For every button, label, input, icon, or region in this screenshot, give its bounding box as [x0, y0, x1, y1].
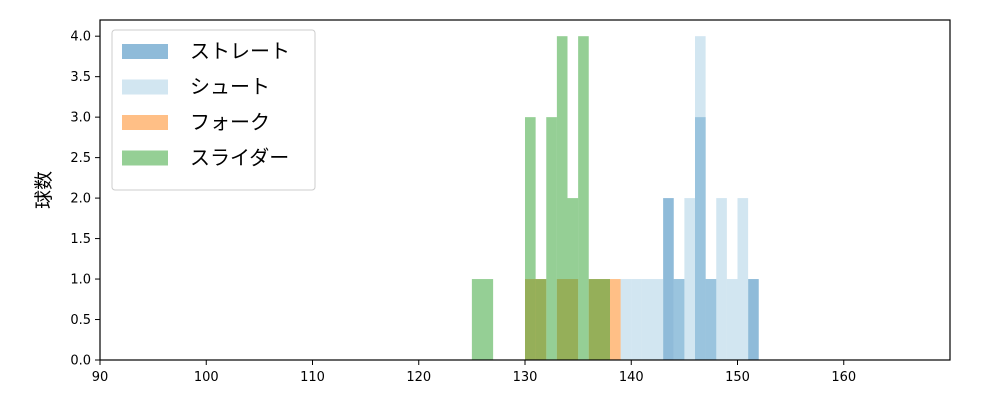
- legend-box: [111, 29, 316, 191]
- x-tick-label: 140: [619, 370, 644, 385]
- bar-4-1: [471, 279, 494, 360]
- y-tick-label: 2.5: [70, 151, 91, 166]
- legend-label: フォーク: [190, 110, 270, 134]
- legend-swatch: [122, 79, 168, 95]
- legend-label: シュート: [190, 75, 270, 99]
- x-tick-label: 110: [300, 370, 325, 385]
- bar-2-9: [716, 198, 727, 360]
- x-tick-label: 120: [406, 370, 431, 385]
- y-axis: 0.0 0.5 1.0 1.5 2.0 2.5 3.0 3.5 4.0: [70, 30, 100, 369]
- x-tick-label: 100: [194, 370, 219, 385]
- bar-3-4: [610, 279, 621, 360]
- bar-4-3: [535, 279, 547, 360]
- bar-2-5: [673, 279, 685, 360]
- legend-swatch: [122, 115, 168, 130]
- y-tick-label: 2.0: [70, 192, 91, 207]
- bar-2-7: [695, 36, 706, 360]
- bars-layer: [471, 36, 759, 361]
- y-tick-label: 3.5: [70, 70, 91, 85]
- bar-1-5: [748, 279, 759, 360]
- x-axis: 90 100 110 120 130 140 150 160: [92, 360, 856, 385]
- bar-2-1: [620, 279, 632, 360]
- y-tick-label: 1.0: [70, 273, 91, 288]
- x-tick-label: 150: [725, 370, 750, 385]
- bar-4-2: [525, 117, 536, 361]
- bar-1-1: [663, 198, 674, 360]
- bar-2-8: [705, 279, 717, 360]
- legend-swatch: [122, 150, 168, 166]
- y-tick-label: 4.0: [70, 30, 91, 45]
- y-tick-label: 0.5: [70, 313, 91, 328]
- bar-4-8: [588, 279, 610, 360]
- legend-swatch: [122, 44, 168, 59]
- y-tick-label: 3.0: [70, 111, 91, 126]
- bar-2-6: [684, 198, 695, 360]
- x-tick-label: 130: [513, 370, 538, 385]
- bar-2-11: [737, 198, 749, 360]
- y-tick-label: 0.0: [70, 354, 91, 369]
- bar-4-5: [556, 36, 568, 360]
- legend-label: ストレート: [190, 39, 290, 63]
- legend-label: スライダー: [190, 146, 289, 170]
- y-axis-label: 球数: [33, 171, 55, 209]
- x-tick-label: 160: [831, 370, 856, 385]
- bar-2-2: [631, 279, 642, 360]
- bar-4-4: [546, 117, 557, 361]
- bar-2-3: [641, 279, 653, 360]
- bar-4-7: [578, 36, 589, 360]
- bar-2-4: [652, 279, 664, 360]
- bar-2-10: [726, 279, 738, 360]
- x-tick-label: 90: [92, 370, 109, 385]
- bar-4-6: [567, 198, 579, 360]
- y-tick-label: 1.5: [70, 232, 91, 247]
